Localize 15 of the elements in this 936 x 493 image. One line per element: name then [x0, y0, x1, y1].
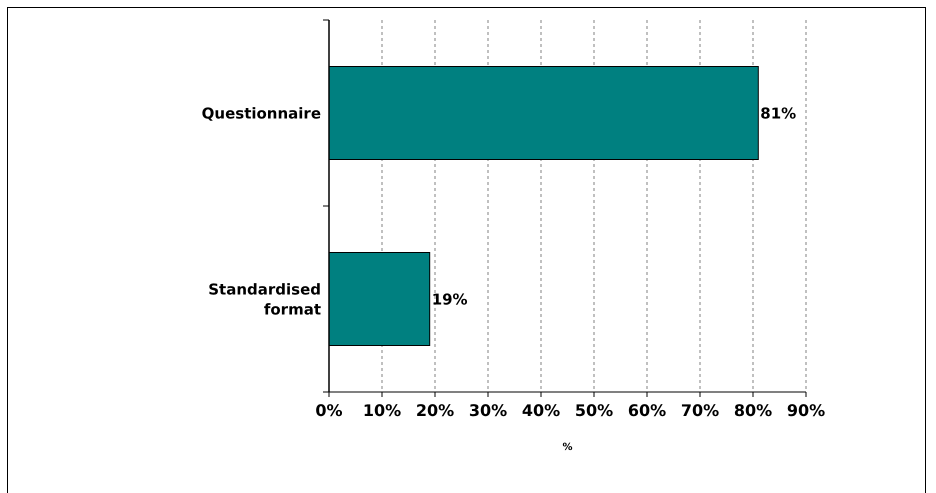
x-tick-label: 40%	[522, 401, 560, 420]
y-tick-label: Questionnaire	[202, 104, 321, 122]
x-tick-label: 10%	[362, 401, 402, 420]
x-tick-label: 0%	[315, 401, 343, 420]
x-axis-title: %	[562, 442, 573, 453]
x-tick-label: 80%	[734, 401, 772, 420]
x-tick-label: 70%	[680, 401, 720, 420]
x-tick-label: 20%	[416, 401, 454, 420]
x-tick-label: 90%	[786, 401, 826, 420]
x-tick-label: 30%	[468, 401, 508, 420]
y-tick-label: Standardised format	[208, 280, 321, 318]
x-tick-label: 50%	[574, 401, 614, 420]
data-label: 81%	[760, 104, 796, 122]
x-tick-label: 60%	[628, 401, 666, 420]
data-label: 19%	[432, 290, 468, 308]
